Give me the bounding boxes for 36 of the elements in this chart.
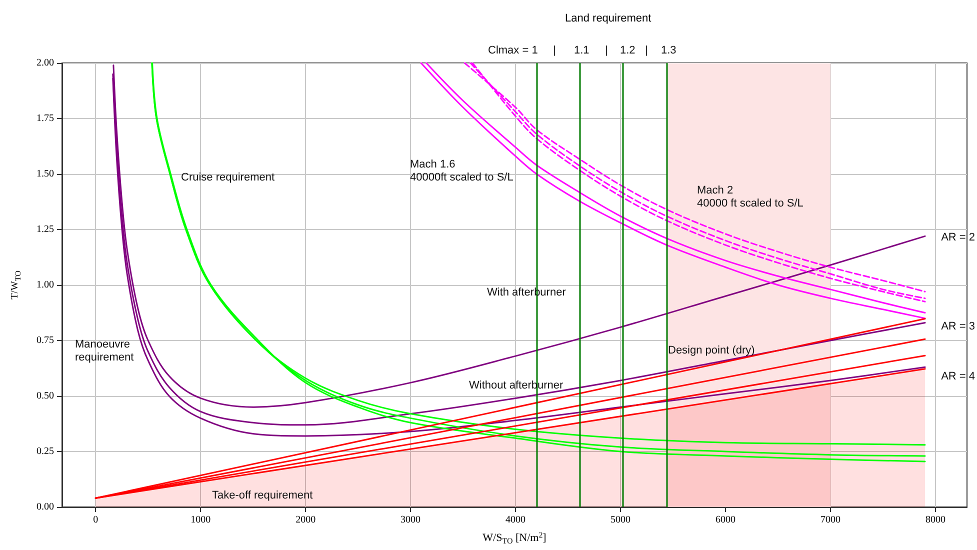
y-tick-label: 0.25 (36, 446, 54, 457)
y-axis-title: T/WTO (10, 270, 22, 300)
y-tick-label: 0.75 (36, 335, 54, 346)
x-tick-label: 6000 (716, 514, 736, 526)
y-tick-label: 2.00 (36, 58, 54, 68)
annotation: AR = 3 (941, 320, 975, 332)
annotation: AR = 2 (941, 232, 975, 244)
text: Clmax = 1 (488, 44, 538, 56)
x-tick-label: 3000 (400, 514, 421, 526)
annotation: Mach 2 40000 ft scaled to S/L (697, 184, 804, 210)
y-tick-label: 1.50 (36, 168, 54, 180)
x-tick-label: 4000 (506, 514, 526, 526)
text: | (553, 44, 556, 56)
x-tick-label: 7000 (820, 514, 841, 526)
y-tick-label: 1.25 (36, 224, 54, 235)
annotation: Design point (dry) (668, 344, 755, 356)
y-tick-label: 0.50 (36, 390, 54, 402)
annotation: Cruise requirement (181, 172, 275, 184)
annotation: Take-off requirement (212, 490, 313, 502)
y-tick-label: 1.00 (36, 280, 54, 290)
text: | (605, 44, 608, 56)
x-tick-label: 2000 (296, 514, 316, 526)
text: | (645, 44, 648, 56)
chart-title: Land requirement (565, 12, 652, 24)
text: 1.2 (620, 44, 636, 56)
text: 1.3 (661, 44, 676, 56)
y-tick-label: 0.00 (36, 502, 54, 512)
x-tick-label: 5000 (610, 514, 631, 526)
x-tick-label: 8000 (926, 514, 946, 526)
annotation: AR = 4 (941, 370, 975, 382)
y-tick-label: 1.75 (36, 113, 54, 124)
x-tick-label: 1000 (190, 514, 211, 526)
annotation: Mach 1.6 40000ft scaled to S/L (410, 158, 514, 184)
text: 1.1 (574, 44, 590, 56)
annotation: Manoeuvre requirement (75, 338, 134, 364)
x-tick-label: 0 (93, 514, 98, 526)
